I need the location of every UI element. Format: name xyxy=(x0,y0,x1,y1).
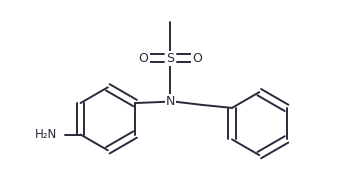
Text: N: N xyxy=(166,95,175,108)
Text: O: O xyxy=(139,52,148,65)
Text: S: S xyxy=(166,52,174,65)
Text: H₂N: H₂N xyxy=(35,128,57,141)
Text: O: O xyxy=(192,52,202,65)
